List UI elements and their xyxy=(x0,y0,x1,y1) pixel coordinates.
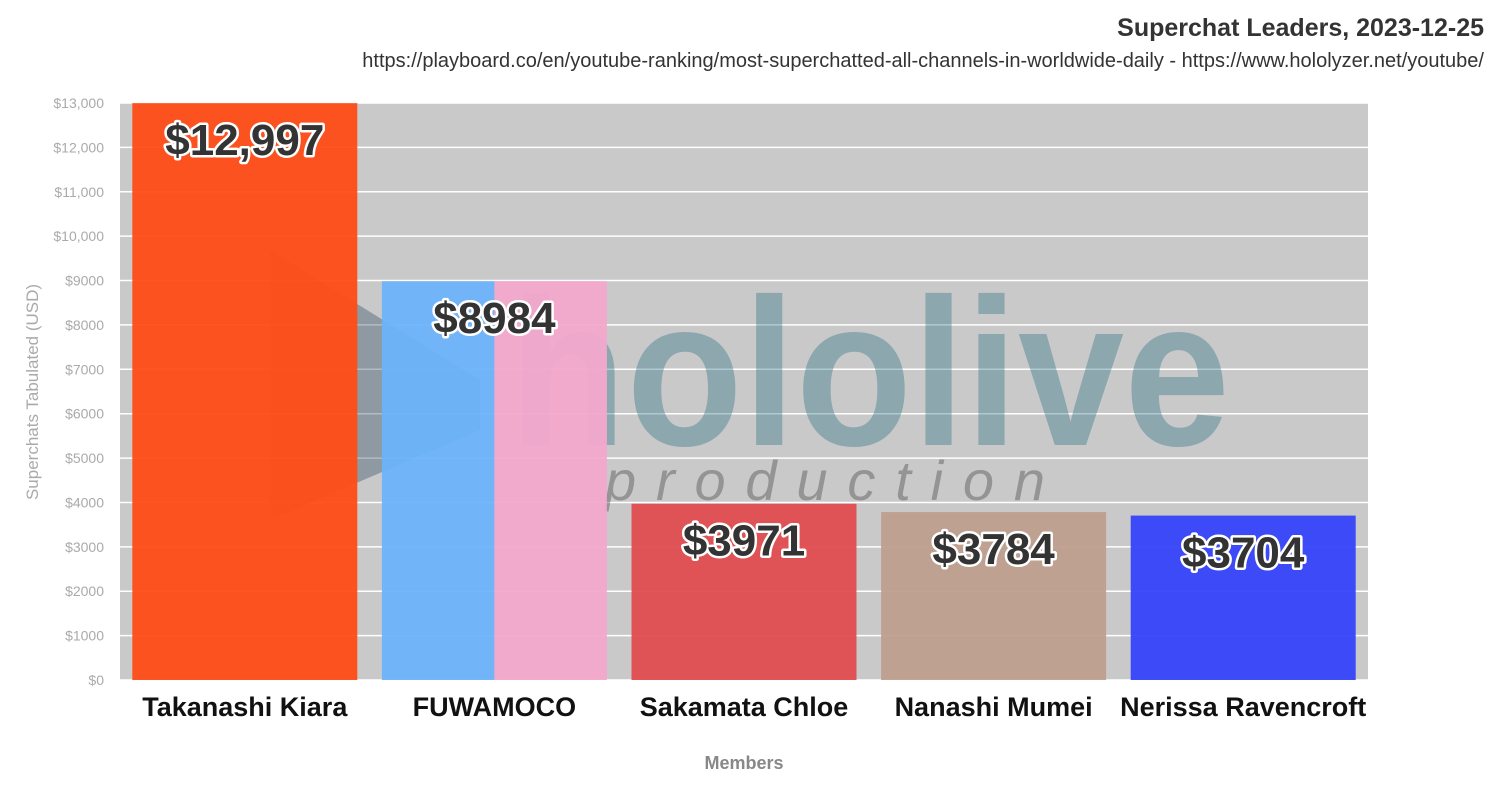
bar-nerissa-ravencroft[interactable] xyxy=(1130,515,1356,680)
x-tick-label: Takanashi Kiara xyxy=(142,692,348,722)
y-axis-title: Superchats Tabulated (USD) xyxy=(23,284,42,500)
watermark-sub: production xyxy=(603,449,1045,512)
data-label: $12,997 xyxy=(165,116,324,165)
y-tick-label: $2000 xyxy=(65,583,104,599)
x-axis-title: Members xyxy=(704,753,783,773)
y-tick-label: $6000 xyxy=(65,406,104,422)
chart-title: Superchat Leaders, 2023-12-25 xyxy=(1117,14,1484,42)
x-tick-label: Nerissa Ravencroft xyxy=(1120,692,1366,722)
y-tick-label: $0 xyxy=(88,672,104,688)
y-tick-label: $4000 xyxy=(65,494,104,510)
y-tick-label: $8000 xyxy=(65,317,104,333)
bar-nanashi-mumei[interactable] xyxy=(881,512,1107,680)
bar-fuwamoco-part-2[interactable] xyxy=(494,281,607,680)
y-tick-label: $10,000 xyxy=(53,228,104,244)
y-tick-label: $12,000 xyxy=(53,139,104,155)
y-tick-label: $11,000 xyxy=(54,184,104,200)
x-tick-label: Sakamata Chloe xyxy=(640,692,849,722)
x-tick-label: Nanashi Mumei xyxy=(895,692,1093,722)
data-label: $3971 xyxy=(683,517,805,566)
chart-subtitle: https://playboard.co/en/youtube-ranking/… xyxy=(362,50,1484,72)
bar-sakamata-chloe[interactable] xyxy=(631,503,857,680)
y-tick-label: $3000 xyxy=(65,539,104,555)
data-label: $8984 xyxy=(433,294,556,343)
bar-fuwamoco-part-1[interactable] xyxy=(381,281,495,680)
y-tick-label: $5000 xyxy=(65,450,104,466)
watermark-word: hololive xyxy=(510,255,1230,490)
data-label: $3784 xyxy=(932,525,1055,574)
y-tick-label: $1000 xyxy=(65,628,104,644)
data-label: $3704 xyxy=(1182,529,1305,578)
y-tick-label: $13,000 xyxy=(53,95,104,111)
y-tick-label: $7000 xyxy=(65,361,104,377)
y-tick-label: $9000 xyxy=(65,273,104,289)
x-tick-label: FUWAMOCO xyxy=(413,692,576,722)
bar-takanashi-kiara[interactable] xyxy=(132,103,358,680)
